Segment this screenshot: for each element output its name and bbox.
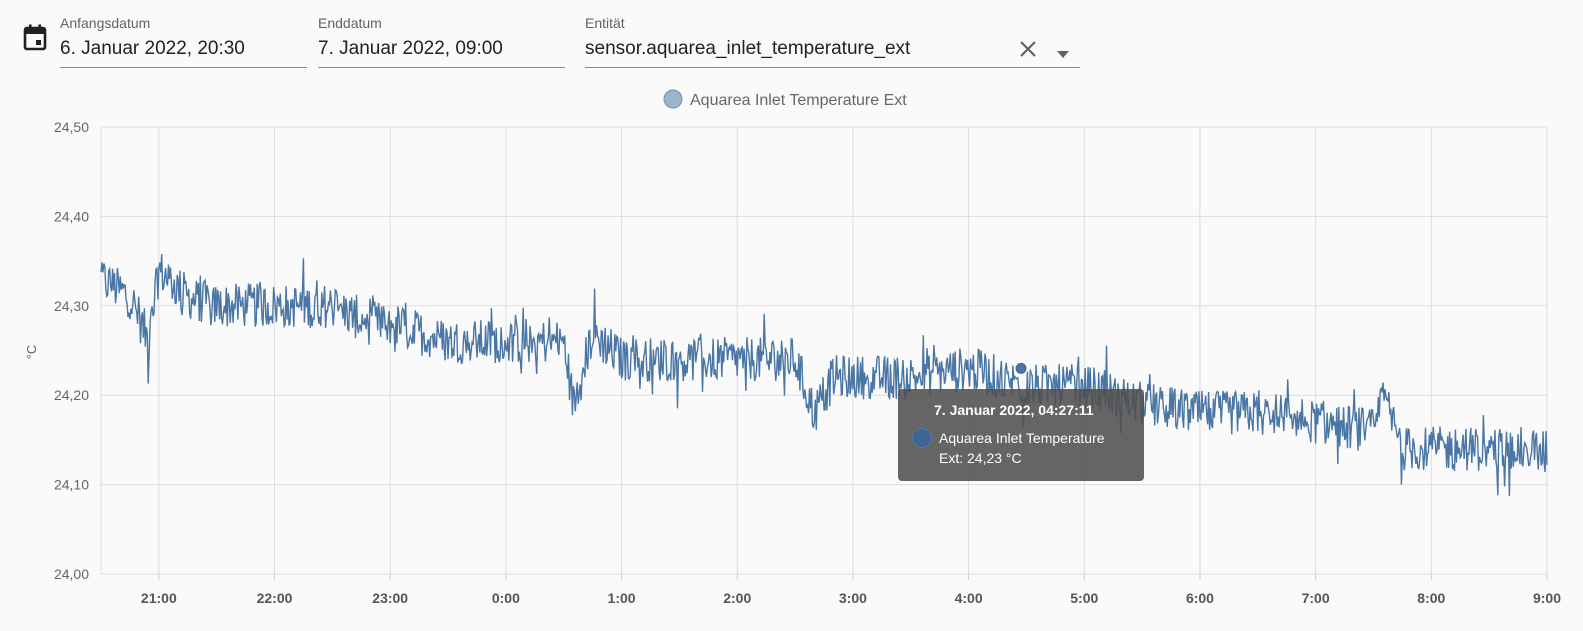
end-date-label: Enddatum — [318, 15, 382, 31]
y-tick-label: 24,30 — [54, 298, 89, 314]
x-axis-ticks: 21:00 22:00 23:00 0:00 1:00 2:00 3:00 4:00 5:00 6… — [141, 590, 1561, 606]
plot-area — [100, 126, 1548, 575]
start-date-field[interactable]: Anfangsdatum 6. Januar 2022, 20:30 — [60, 0, 307, 68]
chart-grid — [100, 126, 1548, 580]
legend-series-name: Aquarea Inlet Temperature Ext — [690, 92, 907, 109]
chart-legend[interactable]: Aquarea Inlet Temperature Ext — [663, 89, 907, 109]
entity-underline — [585, 67, 1080, 68]
x-tick-label: 23:00 — [372, 590, 408, 606]
start-date-value[interactable]: 6. Januar 2022, 20:30 — [60, 38, 245, 59]
x-tick-label: 21:00 — [141, 590, 177, 606]
end-date-value[interactable]: 7. Januar 2022, 09:00 — [318, 38, 503, 59]
entity-label: Entität — [585, 15, 625, 31]
tooltip-title: 7. Januar 2022, 04:27:11 — [934, 402, 1094, 418]
y-tick-label: 24,40 — [54, 208, 89, 224]
y-tick-label: 24,00 — [54, 566, 89, 582]
y-tick-label: 24,50 — [54, 119, 89, 135]
tooltip-series-color — [912, 428, 932, 448]
x-tick-label: 0:00 — [492, 590, 520, 606]
entity-picker[interactable]: Entität sensor.aquarea_inlet_temperature… — [585, 0, 1080, 68]
x-tick-label: 7:00 — [1302, 590, 1330, 606]
y-tick-label: 24,20 — [54, 387, 89, 403]
chart-tooltip: 7. Januar 2022, 04:27:11 Aquarea Inlet T… — [898, 389, 1144, 481]
x-tick-label: 5:00 — [1070, 590, 1098, 606]
history-filter-bar: Anfangsdatum 6. Januar 2022, 20:30 Endda… — [0, 0, 1583, 80]
x-tick-label: 22:00 — [257, 590, 293, 606]
x-tick-label: 6:00 — [1186, 590, 1214, 606]
legend-color-dot — [663, 89, 683, 109]
tooltip-series-line1: Aquarea Inlet Temperature — [939, 430, 1105, 446]
series-line[interactable] — [100, 253, 1548, 497]
tooltip-series-line2: Ext: 24,23 °C — [939, 450, 1022, 466]
start-date-underline — [60, 67, 307, 68]
end-date-field[interactable]: Enddatum 7. Januar 2022, 09:00 — [318, 0, 565, 68]
y-tick-label: 24,10 — [54, 477, 89, 493]
history-chart: Aquarea Inlet Temperature Ext °C 24,00 24… — [0, 80, 1583, 626]
hover-point — [1015, 362, 1027, 374]
arrow-drop-down-icon[interactable] — [1057, 46, 1069, 58]
close-icon[interactable] — [1019, 40, 1037, 58]
tooltip-series-text: Aquarea Inlet Temperature Ext: 24,23 °C — [939, 428, 1139, 468]
x-tick-label: 4:00 — [955, 590, 983, 606]
x-tick-label: 1:00 — [608, 590, 636, 606]
y-axis-label: °C — [24, 345, 39, 360]
start-date-label: Anfangsdatum — [60, 15, 151, 31]
calendar-icon[interactable] — [22, 24, 48, 52]
y-axis-ticks: 24,00 24,10 24,20 24,30 24,40 24,50 — [54, 119, 89, 582]
x-tick-label: 3:00 — [839, 590, 867, 606]
x-tick-label: 2:00 — [723, 590, 751, 606]
end-date-underline — [318, 67, 565, 68]
x-tick-label: 9:00 — [1533, 590, 1561, 606]
chart-svg: Aquarea Inlet Temperature Ext °C 24,0024… — [24, 89, 1561, 606]
entity-value[interactable]: sensor.aquarea_inlet_temperature_ext — [585, 38, 911, 59]
x-tick-label: 8:00 — [1417, 590, 1445, 606]
